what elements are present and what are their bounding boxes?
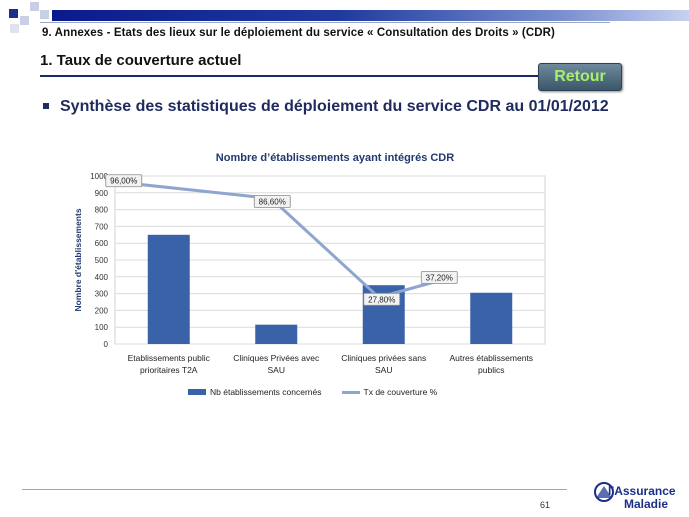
logo-emblem-icon — [594, 482, 614, 502]
y-tick-label: 200 — [95, 306, 109, 315]
y-tick-label: 100 — [95, 323, 109, 332]
data-label: 37,20% — [426, 274, 453, 283]
retour-button[interactable]: Retour — [538, 63, 622, 91]
x-tick-label: Autres établissements — [449, 353, 533, 363]
y-tick-label: 700 — [95, 222, 109, 231]
y-tick-label: 0 — [104, 340, 109, 349]
square-icon — [10, 24, 19, 33]
logo-text-line2: Maladie — [624, 497, 669, 511]
header-divider — [40, 22, 610, 23]
data-label-box — [105, 174, 143, 188]
x-tick-label: publics — [478, 365, 504, 375]
y-tick-label: 400 — [95, 273, 109, 282]
x-tick-label: Cliniques Privées avec — [233, 353, 320, 363]
bar-line-chart: Nombre d’établissements ayant intégrés C… — [73, 152, 546, 375]
x-tick-label: SAU — [375, 365, 392, 375]
legend-line-swatch — [341, 390, 360, 394]
decorative-squares — [0, 0, 60, 36]
data-label-box — [363, 292, 401, 306]
x-tick-label: SAU — [268, 365, 285, 375]
x-tick-label: Cliniques privées sans — [341, 353, 426, 363]
title-divider — [40, 75, 540, 77]
bar — [470, 292, 513, 344]
chart-title: Nombre d’établissements ayant intégrés C… — [216, 152, 454, 164]
logo-text-line1: l'Assurance — [608, 484, 676, 498]
y-axis-label: Nombre d'établissements — [73, 208, 83, 311]
data-label-box — [253, 195, 291, 208]
page-number: 61 — [540, 500, 551, 510]
data-label: 86,60% — [259, 198, 286, 207]
line-series — [123, 181, 437, 299]
assurance-maladie-logo: l'Assurance Maladie — [590, 474, 686, 514]
footer-divider — [22, 489, 567, 490]
y-tick-label: 900 — [95, 189, 109, 198]
data-label-box — [420, 271, 458, 284]
y-tick-label: 1000 — [90, 172, 108, 181]
y-tick-label: 500 — [95, 256, 109, 265]
header-bar — [52, 10, 689, 21]
legend-bar-swatch — [188, 389, 206, 395]
chart-legend: Nb établissements concernés Tx de couver… — [188, 387, 437, 397]
x-tick-label: Etablissements public — [128, 353, 211, 363]
square-icon — [9, 9, 18, 18]
legend-item-bars: Nb établissements concernés — [188, 387, 322, 397]
bullet-square-icon — [43, 103, 49, 109]
square-icon — [30, 2, 39, 11]
legend-label-line: Tx de couverture % — [363, 387, 438, 397]
bullet-text: Synthèse des statistiques de déploiement… — [60, 98, 609, 115]
legend-item-line: Tx de couverture % — [341, 387, 438, 397]
bar — [147, 234, 190, 344]
section-title: 1. Taux de couverture actuel — [40, 52, 242, 69]
x-tick-label: prioritaires T2A — [140, 365, 198, 375]
breadcrumb: 9. Annexes - Etats des lieux sur le dépl… — [42, 27, 555, 39]
legend-label-bars: Nb établissements concernés — [210, 387, 322, 397]
y-tick-label: 600 — [95, 239, 109, 248]
y-tick-label: 300 — [95, 290, 109, 299]
bar — [255, 324, 298, 344]
square-icon — [40, 10, 49, 19]
data-label: 27,80% — [368, 295, 395, 304]
square-icon — [20, 16, 29, 25]
y-tick-label: 800 — [95, 206, 109, 215]
data-label: 96,00% — [110, 177, 137, 186]
